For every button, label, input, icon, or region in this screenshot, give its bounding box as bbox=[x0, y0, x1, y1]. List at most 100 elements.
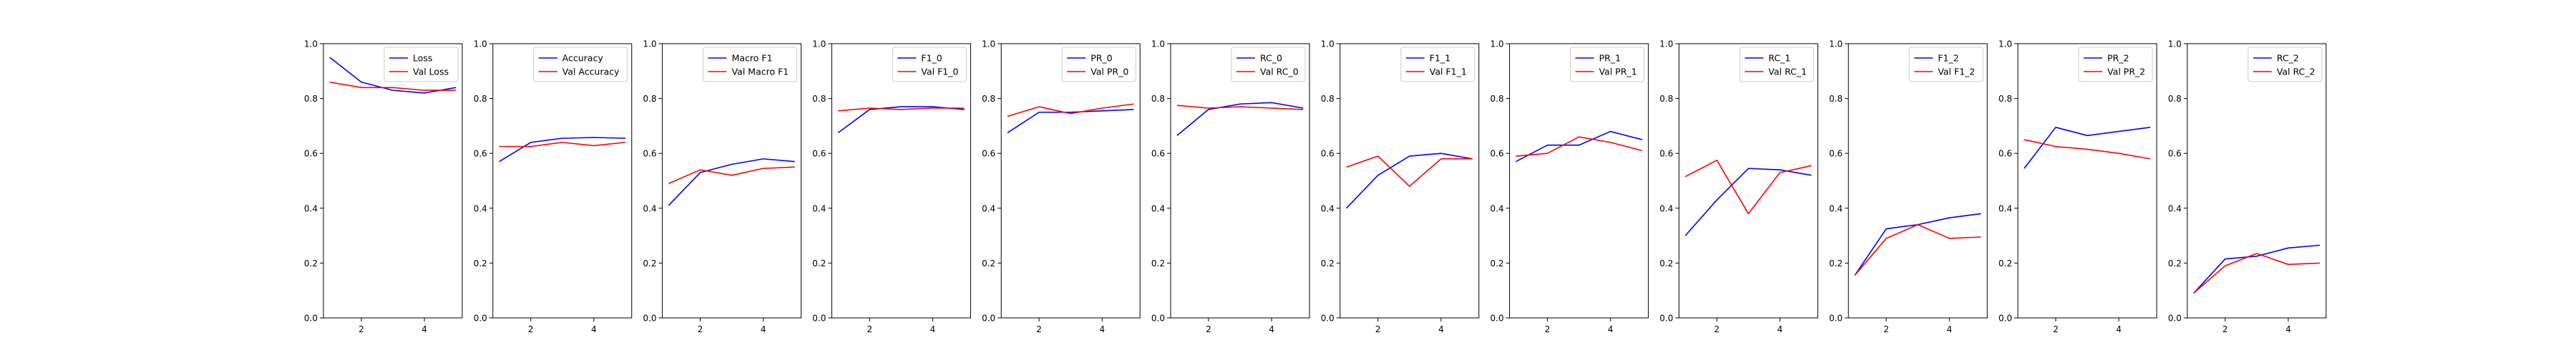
series-line-train bbox=[1346, 153, 1473, 209]
y-tick-label: 0.6 bbox=[1151, 149, 1165, 159]
y-tick-label: 1.0 bbox=[474, 39, 487, 49]
y-tick-label: 0.6 bbox=[304, 149, 318, 159]
legend-label: F1_1 bbox=[1430, 53, 1450, 64]
y-tick-label: 1.0 bbox=[812, 39, 826, 49]
legend: F1_0 Val F1_0 bbox=[892, 47, 967, 82]
y-tick-label: 0.0 bbox=[304, 314, 318, 324]
axes-frame bbox=[1678, 43, 1818, 319]
series-line-val bbox=[499, 142, 626, 147]
y-tick-label: 0.4 bbox=[2168, 203, 2182, 213]
y-tick-label: 0.6 bbox=[474, 149, 487, 159]
y-tick-label: 0.4 bbox=[1999, 203, 2012, 213]
series-line-train bbox=[1516, 130, 1642, 163]
y-tick-label: 1.0 bbox=[1659, 39, 1673, 49]
legend-label: Val PR_1 bbox=[1599, 67, 1637, 77]
y-tick-label: 0.0 bbox=[1491, 314, 1504, 324]
y-tick-label: 0.0 bbox=[474, 314, 487, 324]
y-tick-label: 0.0 bbox=[1659, 314, 1673, 324]
y-tick-label: 0.6 bbox=[1829, 149, 1843, 159]
y-tick-label: 0.4 bbox=[982, 203, 995, 213]
y-tick-label: 1.0 bbox=[643, 39, 657, 49]
subplot-1: 0.0 0.2 0.4 0.6 0.8 1.0 2 4 Loss Val Loss bbox=[304, 39, 463, 334]
legend-label: Macro F1 bbox=[732, 53, 773, 64]
subplot-11: 0.0 0.2 0.4 0.6 0.8 1.0 2 4 PR_2 Val PR_2 bbox=[1999, 39, 2157, 334]
subplot-12: 0.0 0.2 0.4 0.6 0.8 1.0 2 4 RC_2 Val RC_2 bbox=[2168, 39, 2327, 334]
y-tick-label: 0.2 bbox=[1999, 258, 2012, 268]
y-tick-label: 1.0 bbox=[1151, 39, 1165, 49]
x-tick-label: 2 bbox=[1545, 324, 1551, 334]
x-tick-label: 2 bbox=[2053, 324, 2059, 334]
legend-label: PR_0 bbox=[1091, 53, 1112, 64]
subplot-10: 0.0 0.2 0.4 0.6 0.8 1.0 2 4 F1_2 Val F1_2 bbox=[1829, 39, 1988, 334]
x-tick-label: 2 bbox=[528, 324, 534, 334]
axes-frame bbox=[1340, 43, 1480, 319]
legend: RC_0 Val RC_0 bbox=[1231, 47, 1306, 82]
subplot-2: 0.0 0.2 0.4 0.6 0.8 1.0 2 4 Accuracy Val Accuracy bbox=[474, 39, 633, 334]
legend-box bbox=[2248, 47, 2323, 82]
legend-label: F1_0 bbox=[921, 53, 942, 64]
legend-label: Val PR_0 bbox=[1091, 67, 1128, 77]
legend-label: Val F1_0 bbox=[921, 67, 958, 77]
legend: F1_2 Val F1_2 bbox=[1908, 47, 1984, 82]
axes-frame bbox=[1000, 43, 1141, 319]
x-tick-label: 2 bbox=[2223, 324, 2228, 334]
y-tick-label: 0.0 bbox=[1321, 314, 1335, 324]
legend-label: Val RC_2 bbox=[2277, 67, 2316, 77]
y-tick-label: 0.2 bbox=[643, 258, 657, 268]
y-tick-label: 0.8 bbox=[1151, 94, 1165, 104]
series-line-train bbox=[837, 106, 965, 134]
legend-label: PR_2 bbox=[2107, 53, 2129, 64]
series-line-train bbox=[1007, 109, 1134, 134]
legend-box bbox=[2078, 47, 2153, 82]
x-tick-label: 4 bbox=[421, 324, 427, 334]
x-tick-label: 4 bbox=[1269, 324, 1274, 334]
y-tick-label: 0.8 bbox=[474, 94, 487, 104]
y-tick-label: 0.8 bbox=[982, 94, 995, 104]
legend-box bbox=[1570, 47, 1645, 82]
y-tick-label: 0.4 bbox=[1491, 203, 1504, 213]
y-tick-label: 0.2 bbox=[812, 258, 826, 268]
legend: PR_0 Val PR_0 bbox=[1061, 47, 1136, 82]
series-line-val bbox=[1007, 103, 1134, 117]
x-tick-label: 2 bbox=[867, 324, 872, 334]
y-tick-label: 0.0 bbox=[1829, 314, 1843, 324]
legend: Accuracy Val Accuracy bbox=[533, 47, 628, 82]
axes-frame bbox=[2187, 43, 2327, 319]
legend-box bbox=[384, 47, 459, 82]
y-tick-label: 0.8 bbox=[304, 94, 318, 104]
y-tick-label: 0.2 bbox=[1491, 258, 1504, 268]
subplot-9: 0.0 0.2 0.4 0.6 0.8 1.0 2 4 RC_1 Val RC_1 bbox=[1659, 39, 1818, 334]
legend-label: Val Accuracy bbox=[562, 67, 620, 77]
y-tick-label: 0.4 bbox=[1321, 203, 1335, 213]
y-tick-label: 0.8 bbox=[1659, 94, 1673, 104]
subplot-4: 0.0 0.2 0.4 0.6 0.8 1.0 2 4 F1_0 Val F1_0 bbox=[812, 39, 971, 334]
legend: Macro F1 Val Macro F1 bbox=[703, 47, 798, 82]
y-tick-label: 0.4 bbox=[1151, 203, 1165, 213]
y-tick-label: 1.0 bbox=[1999, 39, 2012, 49]
series-line-val bbox=[1346, 155, 1473, 187]
y-tick-label: 0.2 bbox=[304, 258, 318, 268]
axes-frame bbox=[492, 43, 633, 319]
axes-frame bbox=[831, 43, 971, 319]
series-line-val bbox=[1684, 159, 1812, 215]
y-tick-label: 0.2 bbox=[982, 258, 995, 268]
y-tick-label: 0.0 bbox=[643, 314, 657, 324]
subplot-7: 0.0 0.2 0.4 0.6 0.8 1.0 2 4 F1_1 Val F1_1 bbox=[1321, 39, 1480, 334]
legend-box bbox=[1908, 47, 1984, 82]
series-line-val bbox=[668, 166, 795, 185]
x-tick-label: 2 bbox=[1375, 324, 1381, 334]
axes-frame bbox=[323, 43, 463, 319]
y-tick-label: 0.6 bbox=[812, 149, 826, 159]
x-tick-label: 4 bbox=[2285, 324, 2291, 334]
y-tick-label: 0.0 bbox=[1151, 314, 1165, 324]
y-tick-label: 1.0 bbox=[982, 39, 995, 49]
y-tick-label: 0.0 bbox=[982, 314, 995, 324]
legend: RC_2 Val RC_2 bbox=[2248, 47, 2323, 82]
subplot-5: 0.0 0.2 0.4 0.6 0.8 1.0 2 4 PR_0 Val PR_0 bbox=[982, 39, 1141, 334]
x-tick-label: 4 bbox=[1438, 324, 1444, 334]
subplot-8: 0.0 0.2 0.4 0.6 0.8 1.0 2 4 PR_1 Val PR_1 bbox=[1491, 39, 1649, 334]
legend-box bbox=[1739, 47, 1814, 82]
legend: PR_2 Val PR_2 bbox=[2078, 47, 2153, 82]
legend: Loss Val Loss bbox=[384, 47, 459, 82]
y-tick-label: 0.4 bbox=[1829, 203, 1843, 213]
